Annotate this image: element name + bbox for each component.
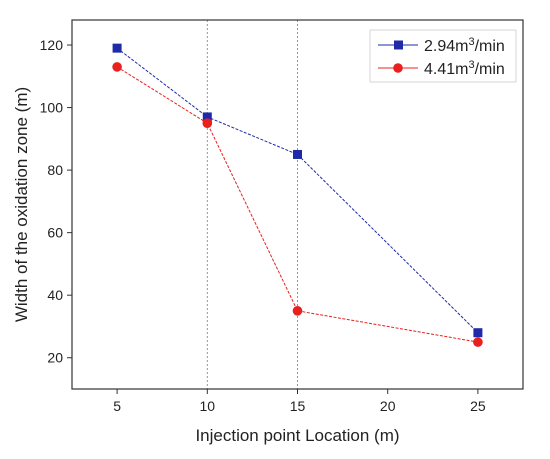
axis-ticks: 5 10 15 20 25 20 40 60 80 100 120 [40,37,486,414]
data-point-circle [292,306,303,316]
legend: 2.94m3/min 4.41m3/min [369,29,517,83]
legend-label-series-2: 4.41m3/min [424,59,505,78]
y-tick-label: 100 [40,100,64,116]
x-tick-label: 5 [113,398,121,414]
legend-marker-circle [393,63,403,73]
series-1 [112,43,483,338]
series-group [112,43,483,347]
x-axis-title: Injection point Location (m) [195,426,399,445]
y-tick-label: 40 [47,287,63,303]
legend-label-unit: /min [475,61,505,78]
legend-frame [369,29,517,83]
legend-label-superscript: 3 [468,59,474,71]
data-point-circle [202,118,213,128]
data-point-square [293,149,302,159]
series-2 [112,62,483,347]
legend-item-series-1: 2.94m3/min [378,36,505,55]
x-tick-label: 25 [470,398,486,414]
x-tick-label: 15 [290,398,306,414]
series-line-2 [116,66,478,343]
series-line-1 [116,47,479,334]
legend-label-base: 4.41m [424,61,468,78]
y-tick-label: 120 [40,37,64,53]
y-axis-title: Width of the oxidation zone (m) [12,87,31,322]
reference-lines [206,20,298,389]
legend-label-series-1: 2.94m3/min [424,36,505,55]
data-point-square [112,43,122,53]
x-tick-label: 10 [200,398,216,414]
y-tick-label: 20 [47,350,63,366]
data-point-square [473,328,483,338]
data-point-square [202,112,212,122]
y-tick-label: 60 [47,225,63,241]
legend-item-series-2: 4.41m3/min [378,59,505,78]
legend-label-unit: /min [475,38,505,55]
legend-marker-square [394,40,403,50]
legend-label-base: 2.94m [424,38,468,55]
y-tick-label: 80 [47,162,63,178]
x-tick-label: 20 [380,398,396,414]
legend-label-superscript: 3 [468,36,474,48]
data-point-circle [112,62,122,72]
data-point-circle [473,337,483,347]
